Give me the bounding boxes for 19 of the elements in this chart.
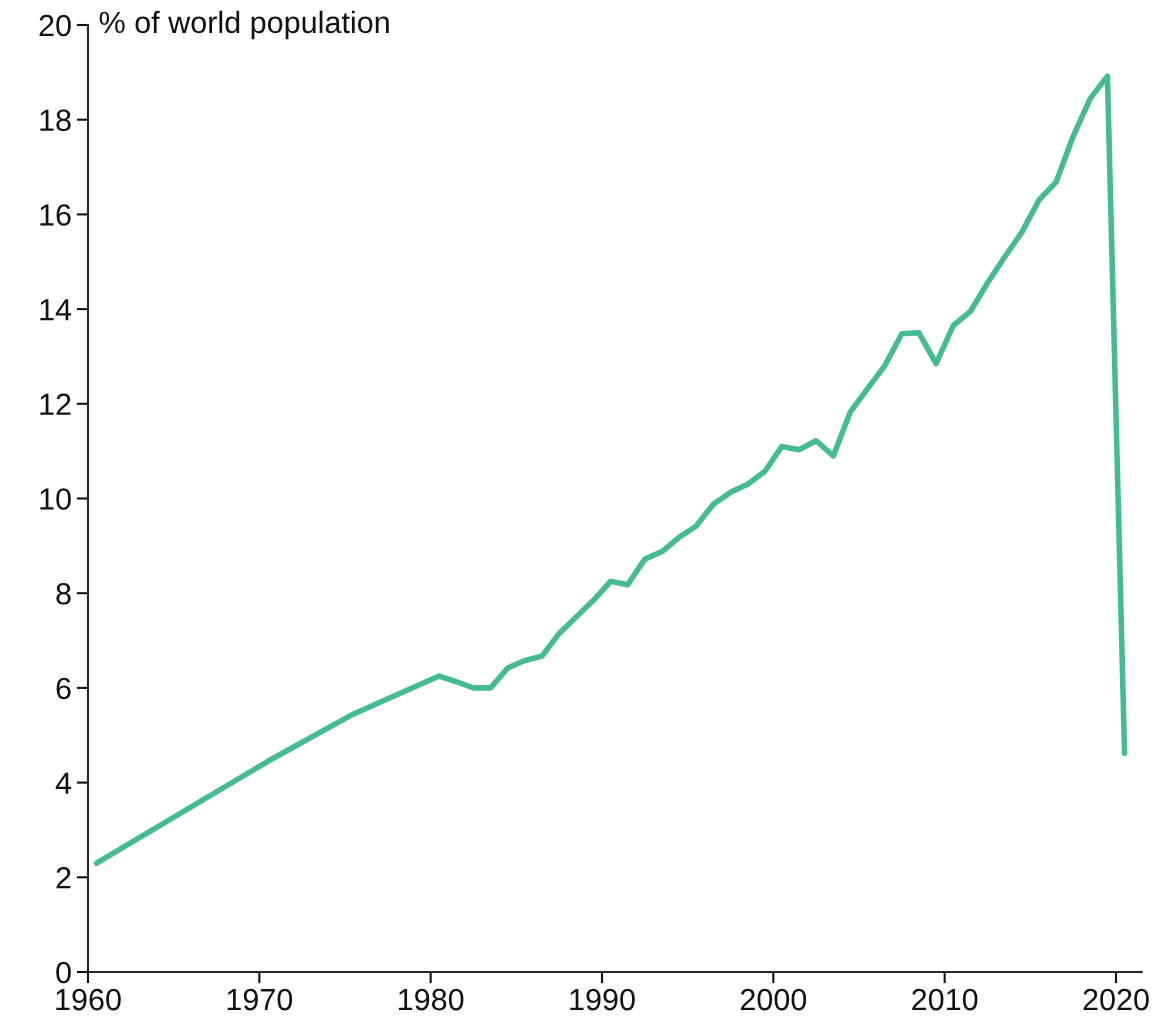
x-tick-label: 1960 xyxy=(56,988,121,1011)
x-tick-label: 1980 xyxy=(399,988,464,1011)
x-tick-label: 2020 xyxy=(1083,988,1149,1011)
x-tick-label: 1970 xyxy=(227,988,293,1011)
y-tick-label: 12 xyxy=(40,393,71,415)
y-tick-label: 18 xyxy=(40,109,71,132)
y-tick-label: 6 xyxy=(56,677,71,700)
y-tick-label: 20 xyxy=(39,14,71,37)
y-tick-label: 16 xyxy=(40,204,71,226)
y-tick-label: 8 xyxy=(56,582,71,605)
y-tick-label: 10 xyxy=(40,488,71,510)
x-tick-label: 2010 xyxy=(912,988,978,1011)
y-tick-label: 14 xyxy=(40,299,72,321)
y-tick-label: 0 xyxy=(56,961,71,984)
y-tick-label: 4 xyxy=(55,772,72,794)
y-axis-title: % of world population xyxy=(99,10,389,40)
y-tick-label: 2 xyxy=(56,867,71,889)
x-tick-label: 2000 xyxy=(740,988,807,1011)
x-tick-label: 1990 xyxy=(570,988,635,1011)
